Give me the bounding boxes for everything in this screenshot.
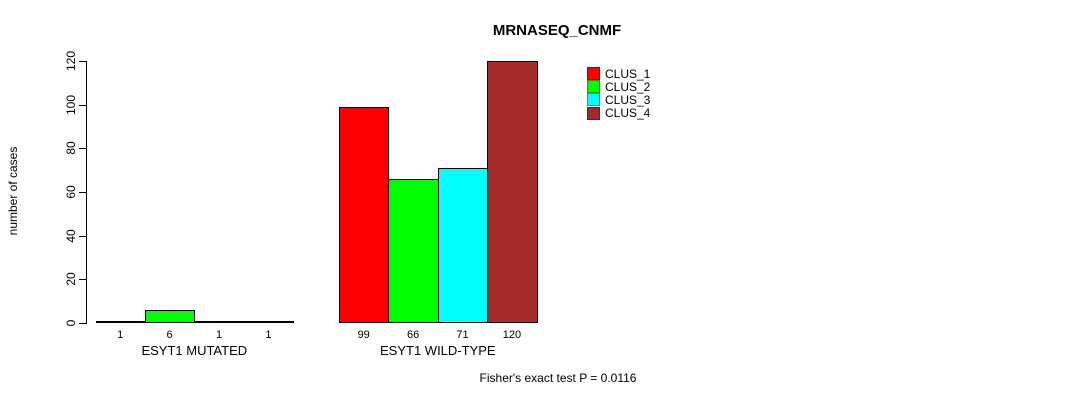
group-label: ESYT1 WILD-TYPE bbox=[380, 343, 496, 358]
group-label: ESYT1 MUTATED bbox=[141, 343, 248, 358]
y-axis-tick-label: 40 bbox=[64, 228, 78, 243]
y-axis-tick-label: 120 bbox=[64, 50, 78, 72]
y-axis-tick-label: 80 bbox=[64, 141, 78, 156]
y-axis-tick bbox=[79, 61, 86, 62]
bar-value-label: 1 bbox=[265, 329, 272, 341]
legend-swatch-clus_2 bbox=[587, 80, 600, 94]
bar-clus_4 bbox=[487, 61, 538, 323]
legend-swatch-clus_1 bbox=[587, 67, 600, 80]
bar-clus_4 bbox=[243, 320, 295, 323]
bar-clus_2 bbox=[144, 309, 196, 323]
bar-clus_1 bbox=[339, 106, 390, 323]
bar-clus_1 bbox=[95, 320, 146, 323]
bar-value-label: 1 bbox=[215, 329, 223, 341]
bar-clus_3 bbox=[194, 320, 245, 323]
legend-label: CLUS_3 bbox=[605, 92, 651, 107]
y-axis-tick bbox=[79, 104, 86, 106]
y-axis-tick-label: 100 bbox=[64, 94, 78, 115]
legend-swatch-clus_4 bbox=[587, 106, 600, 120]
y-axis-tick bbox=[79, 235, 86, 237]
bar-value-label: 71 bbox=[456, 329, 469, 341]
y-axis-tick-label: 20 bbox=[64, 272, 78, 287]
legend-swatch-clus_3 bbox=[587, 93, 600, 107]
fisher-test-annotation: Fisher's exact test P = 0.0116 bbox=[479, 371, 637, 385]
y-axis-tick bbox=[79, 279, 86, 281]
chart-title: MRNASEQ_CNMF bbox=[492, 22, 622, 39]
legend-label: CLUS_4 bbox=[605, 106, 651, 121]
bar-clus_2 bbox=[388, 178, 439, 323]
y-axis-tick bbox=[79, 192, 86, 193]
y-axis-line bbox=[86, 61, 87, 324]
legend-label: CLUS_2 bbox=[605, 79, 651, 94]
bar-value-label: 1 bbox=[117, 329, 124, 341]
y-axis-tick bbox=[79, 148, 86, 150]
bar-value-label: 6 bbox=[166, 329, 173, 341]
bar-clus_3 bbox=[437, 167, 489, 323]
bar-value-label: 66 bbox=[406, 329, 420, 341]
y-axis-tick-label: 60 bbox=[64, 185, 78, 199]
y-axis-tick-label: 0 bbox=[64, 319, 78, 327]
y-axis-tick bbox=[79, 323, 86, 324]
legend-label: CLUS_1 bbox=[605, 66, 651, 81]
bar-value-label: 99 bbox=[357, 329, 370, 341]
bar-value-label: 120 bbox=[502, 329, 522, 341]
